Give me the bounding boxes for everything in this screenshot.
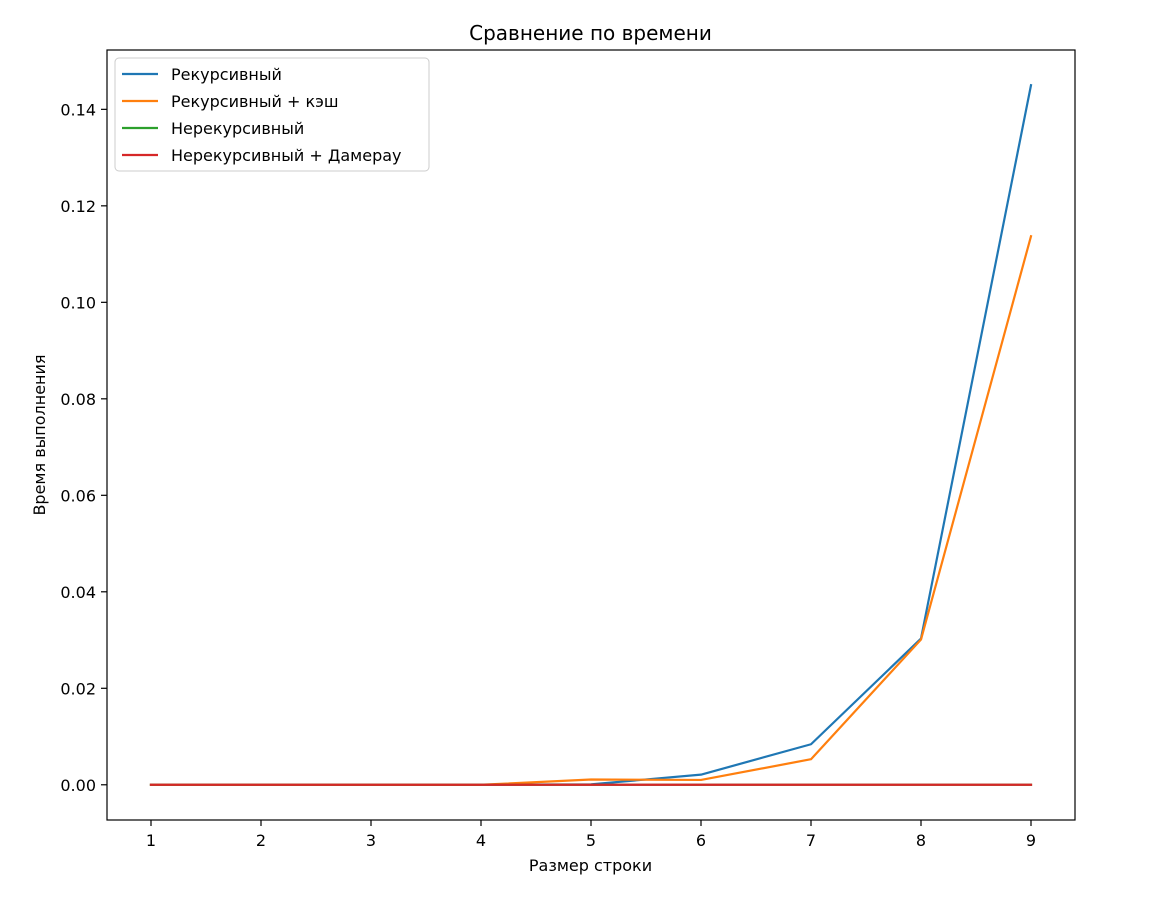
legend-label: Рекурсивный + кэш bbox=[171, 92, 339, 111]
y-tick-label: 0.08 bbox=[60, 390, 96, 409]
x-tick-label: 9 bbox=[1026, 831, 1036, 850]
y-tick-label: 0.00 bbox=[60, 776, 96, 795]
legend-label: Рекурсивный bbox=[171, 65, 282, 84]
legend: Рекурсивный Рекурсивный + кэш Нерекурсивны… bbox=[114, 57, 430, 172]
legend-box bbox=[114, 57, 430, 172]
y-axis-ticks: 0.00 0.02 0.04 0.06 0.08 0.10 0.12 0.14 bbox=[60, 100, 107, 795]
x-tick-label: 7 bbox=[806, 831, 816, 850]
legend-item: Нерекурсивный + Дамерау bbox=[122, 146, 402, 165]
x-axis-label: Размер строки bbox=[529, 856, 652, 875]
x-tick-label: 1 bbox=[146, 831, 156, 850]
legend-item: Рекурсивный bbox=[122, 65, 282, 84]
y-axis-label: Время выполнения bbox=[30, 354, 49, 515]
x-tick-label: 5 bbox=[586, 831, 596, 850]
y-tick-label: 0.10 bbox=[60, 293, 96, 312]
y-tick-label: 0.12 bbox=[60, 197, 96, 216]
legend-item: Нерекурсивный bbox=[122, 119, 304, 138]
x-tick-label: 8 bbox=[916, 831, 926, 850]
legend-label: Нерекурсивный bbox=[171, 119, 304, 138]
series-lines bbox=[149, 83, 1033, 786]
x-tick-label: 3 bbox=[366, 831, 376, 850]
x-tick-label: 6 bbox=[696, 831, 706, 850]
legend-item: Рекурсивный + кэш bbox=[122, 92, 339, 111]
x-axis-ticks: 1 2 3 4 5 6 7 8 9 bbox=[146, 820, 1036, 850]
y-tick-label: 0.14 bbox=[60, 100, 96, 119]
x-tick-label: 2 bbox=[256, 831, 266, 850]
y-tick-label: 0.02 bbox=[60, 679, 96, 698]
chart-title: Сравнение по времени bbox=[469, 21, 712, 45]
y-tick-label: 0.04 bbox=[60, 583, 96, 602]
legend-label: Нерекурсивный + Дамерау bbox=[171, 146, 402, 165]
y-tick-label: 0.06 bbox=[60, 486, 96, 505]
x-tick-label: 4 bbox=[476, 831, 486, 850]
